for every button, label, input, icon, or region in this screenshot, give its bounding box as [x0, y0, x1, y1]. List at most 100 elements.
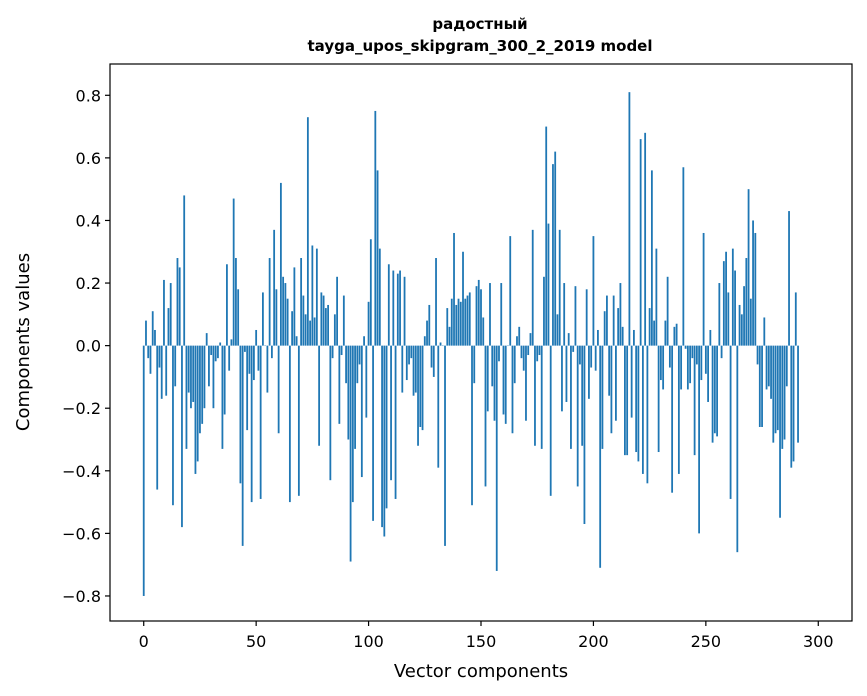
- bar-123: [419, 345, 422, 427]
- bar-151: [482, 317, 485, 346]
- bar-207: [608, 345, 611, 396]
- bar-61: [279, 182, 282, 346]
- chart-title: радостный: [432, 15, 527, 33]
- bar-82: [327, 304, 329, 346]
- bar-251: [707, 345, 709, 402]
- bar-178: [543, 276, 545, 346]
- bar-21: [190, 345, 192, 409]
- bar-244: [691, 345, 694, 359]
- bar-287: [788, 211, 790, 346]
- bar-167: [518, 326, 521, 346]
- bar-185: [558, 229, 561, 346]
- bar-136: [448, 326, 451, 346]
- bar-18: [183, 195, 186, 346]
- bar-225: [648, 308, 651, 346]
- bar-219: [635, 345, 638, 453]
- bar-266: [740, 314, 743, 346]
- bar-209: [612, 295, 615, 346]
- bar-189: [567, 333, 570, 346]
- bar-229: [657, 345, 660, 453]
- bar-49: [253, 345, 255, 381]
- bar-17: [181, 345, 183, 528]
- bar-125: [423, 336, 426, 346]
- bar-101: [369, 239, 372, 346]
- bar-102: [372, 345, 374, 521]
- bar-268: [745, 258, 748, 346]
- bar-199: [590, 345, 593, 368]
- bar-211: [617, 308, 620, 346]
- bar-127: [428, 304, 431, 346]
- y-tick-label: −0.2: [62, 399, 101, 418]
- bar-241: [684, 345, 687, 349]
- bar-173: [531, 229, 534, 346]
- bar-3: [149, 345, 152, 374]
- bar-257: [720, 345, 723, 359]
- bar-68: [295, 336, 298, 346]
- bar-146: [471, 345, 473, 506]
- bar-40: [232, 198, 235, 346]
- bar-20: [187, 345, 190, 393]
- bar-10: [165, 345, 168, 396]
- bar-166: [516, 336, 518, 346]
- bar-69: [297, 345, 300, 496]
- bar-260: [727, 292, 730, 346]
- bar-271: [752, 220, 754, 346]
- bar-154: [489, 283, 491, 346]
- bar-89: [342, 295, 345, 346]
- bar-104: [376, 170, 379, 346]
- bar-232: [664, 320, 667, 346]
- bar-59: [275, 289, 278, 346]
- x-axis-label: Vector components: [394, 661, 568, 682]
- bar-262: [731, 248, 734, 346]
- bar-254: [713, 345, 716, 434]
- bar-236: [673, 326, 676, 346]
- bar-152: [484, 345, 487, 487]
- bar-137: [450, 298, 453, 346]
- bar-43: [239, 345, 242, 484]
- bar-41: [235, 258, 237, 346]
- bar-60: [277, 345, 280, 434]
- bar-78: [318, 345, 321, 446]
- bar-22: [192, 345, 195, 402]
- bar-145: [468, 292, 471, 346]
- bar-170: [525, 345, 527, 421]
- y-axis-ticks: −0.8 −0.6 −0.4 −0.2 0.0 0.2 0.4 0.6 0.8: [62, 86, 110, 606]
- bar-149: [477, 279, 480, 346]
- bar-142: [462, 251, 464, 346]
- bar-275: [761, 345, 763, 427]
- bar-6: [156, 345, 159, 490]
- bar-210: [615, 345, 617, 421]
- bar-248: [700, 345, 703, 381]
- bar-196: [583, 345, 586, 524]
- bar-42: [237, 289, 240, 346]
- bar-150: [480, 289, 482, 346]
- bar-155: [491, 345, 494, 387]
- bar-237: [675, 323, 678, 346]
- bar-215: [626, 345, 629, 456]
- bar-220: [637, 345, 640, 462]
- x-tick-label: 250: [691, 632, 722, 651]
- bar-159: [500, 283, 503, 346]
- bar-65: [288, 345, 291, 503]
- bar-15: [176, 258, 179, 346]
- bar-158: [498, 345, 500, 362]
- bar-108: [385, 345, 388, 509]
- bar-105: [378, 248, 381, 346]
- bar-234: [668, 345, 671, 368]
- bar-117: [405, 345, 408, 381]
- bars-group: [142, 92, 799, 596]
- bar-50: [255, 329, 258, 346]
- bar-55: [266, 345, 269, 393]
- bar-233: [666, 276, 669, 346]
- bar-0: [142, 345, 145, 596]
- bar-177: [540, 345, 543, 449]
- bar-110: [390, 345, 392, 481]
- bar-274: [758, 345, 761, 427]
- bar-28: [205, 333, 208, 346]
- bar-135: [446, 308, 449, 346]
- bar-122: [417, 345, 419, 446]
- bar-269: [747, 189, 750, 346]
- bar-13: [172, 345, 174, 506]
- bar-106: [381, 345, 383, 528]
- y-axis-label: Components values: [13, 253, 34, 431]
